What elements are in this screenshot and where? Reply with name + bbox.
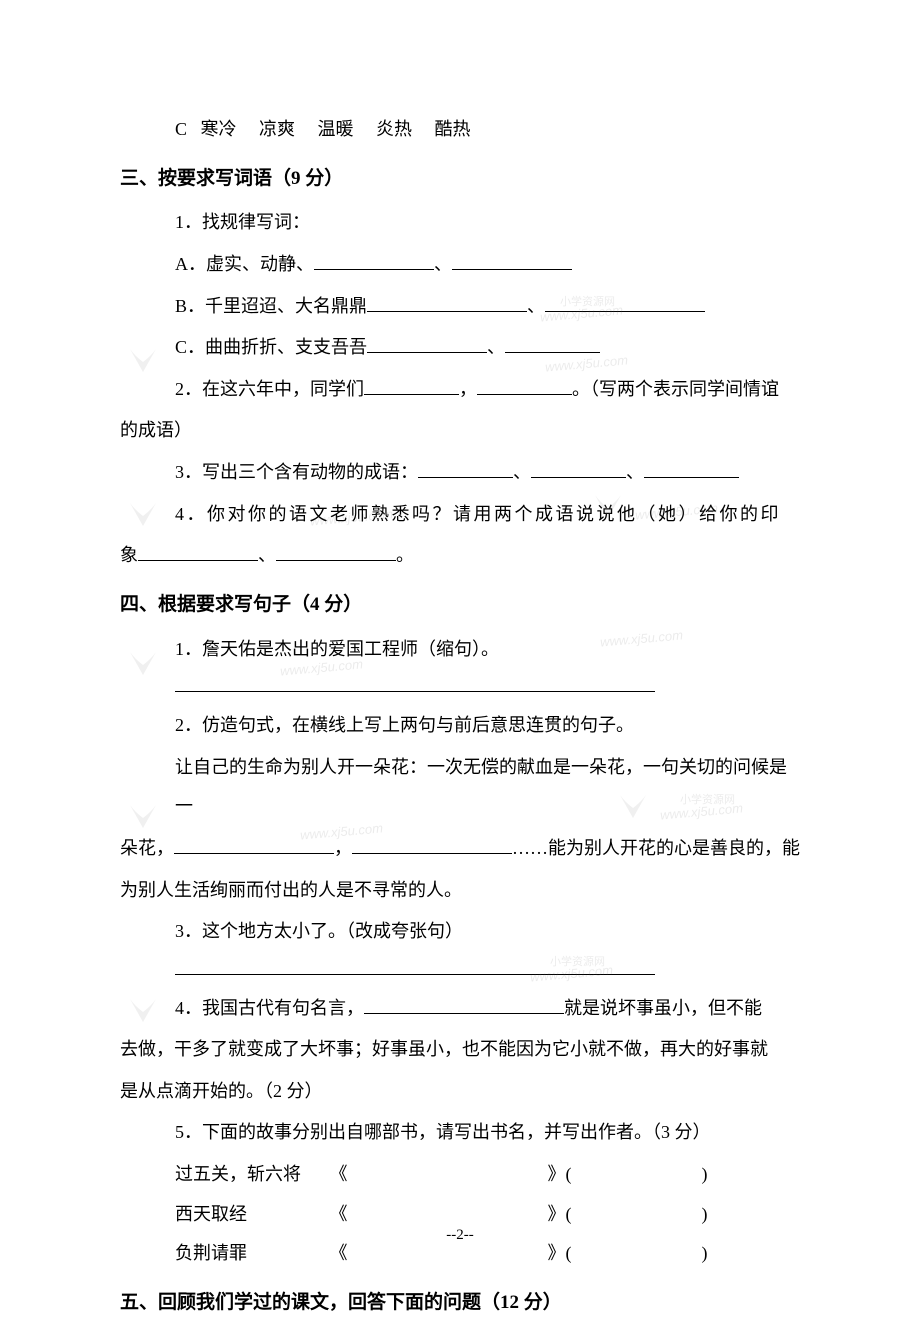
s4-q4-line3: 是从点滴开始的。（2 分）	[120, 1072, 800, 1112]
s4-q3: 3．这个地方太小了。（改成夸张句）	[120, 912, 800, 952]
s4-q1: 1．詹天佑是杰出的爱国工程师（缩句）。	[120, 630, 800, 670]
s4-q5-line1: 5．下面的故事分别出自哪部书，请写出书名，并写出作者。（3 分）	[120, 1113, 800, 1153]
section-3-title: 三、按要求写词语（9 分）	[120, 158, 800, 200]
s3-q2-line1: 2．在这六年中，同学们，。（写两个表示同学间情谊	[120, 370, 800, 410]
s4-q2-line4: 为别人生活绚丽而付出的人是不寻常的人。	[120, 871, 800, 911]
s3-q3: 3．写出三个含有动物的成语：、、	[120, 453, 800, 493]
s3-q1-c: C．曲曲折折、支支吾吾、	[120, 328, 800, 368]
s3-q1-b: B．千里迢迢、大名鼎鼎、	[120, 287, 800, 327]
s4-q2-line1: 2．仿造句式，在横线上写上两句与前后意思连贯的句子。	[120, 706, 800, 746]
page-number: --2--	[0, 1219, 920, 1252]
s4-q4-line2: 去做，干多了就变成了大坏事；好事虽小，也不能因为它小就不做，再大的好事就	[120, 1030, 800, 1070]
s3-q4-line1: 4．你对你的语文老师熟悉吗？请用两个成语说说他（她）给你的印	[120, 495, 800, 535]
answer-line	[175, 691, 655, 692]
s3-q1-label: 1．找规律写词：	[120, 203, 800, 243]
s4-q2-line2: 让自己的生命为别人开一朵花：一次无偿的献血是一朵花，一句关切的问候是一	[120, 748, 800, 827]
option-c-line: C 寒冷 凉爽 温暖 炎热 酷热	[120, 110, 800, 150]
answer-line	[175, 974, 655, 975]
s3-q2-line2: 的成语）	[120, 411, 800, 451]
story-row-1: 过五关，斩六将 《》()	[120, 1155, 800, 1195]
section-4-title: 四、根据要求写句子（4 分）	[120, 584, 800, 626]
s3-q4-line2: 象、。	[120, 536, 800, 576]
s4-q4-line1: 4．我国古代有句名言，就是说坏事虽小，但不能	[120, 989, 800, 1029]
s3-q1-a: A．虚实、动静、、	[120, 245, 800, 285]
section-5-title: 五、回顾我们学过的课文，回答下面的问题（12 分）	[120, 1282, 800, 1324]
s4-q2-line3: 朵花，，……能为别人开花的心是善良的，能	[120, 829, 800, 869]
watermark-cn: 小学资源网	[550, 950, 605, 974]
